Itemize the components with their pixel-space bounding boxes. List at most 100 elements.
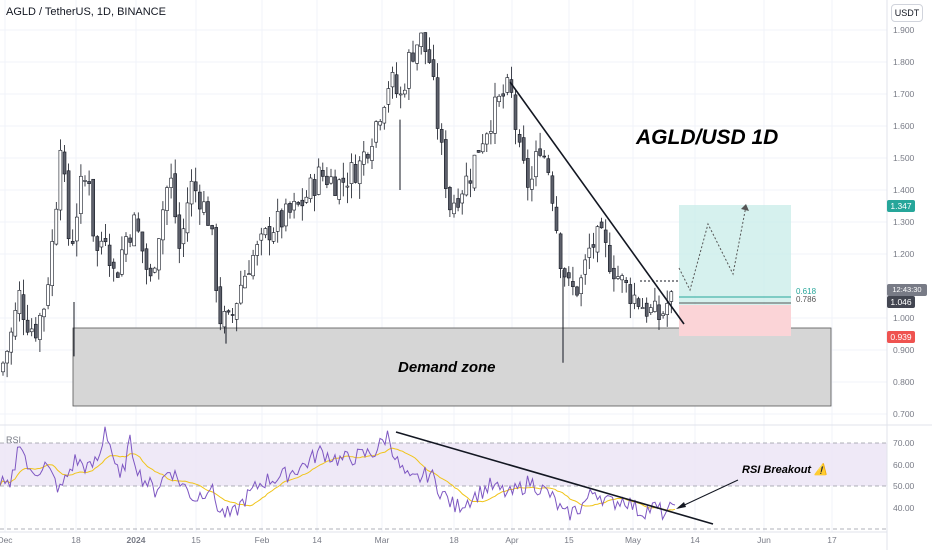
candle-body [189,180,194,205]
candle-body [79,175,83,214]
candle-body [62,151,67,175]
candle-body [587,247,592,258]
candle-body [468,180,473,184]
candle-body [386,88,391,105]
target-zone-box [679,205,791,305]
candle-body [107,244,112,266]
candle-body [558,233,563,269]
candle-body [366,154,370,159]
candle-body [501,93,506,97]
candle-body [378,121,383,126]
candle-body [169,177,173,188]
candle-body [460,193,465,204]
candle-body [17,290,22,315]
candle-body [214,227,218,291]
rsi-axis[interactable]: 70.00 60.00 50.00 40.00 [893,438,915,513]
candle-body [554,206,559,231]
stop-price-tag: 0.939 [887,331,915,343]
price-tick-label: 1.500 [893,153,915,163]
candle-body [29,328,34,333]
candle-body [374,121,378,143]
candle-body [177,214,182,249]
candle-body [542,155,547,158]
candle-body [38,315,42,340]
candle-body [415,44,419,64]
candle-body [13,310,18,337]
candle-body [87,181,91,184]
candle-body [259,233,264,241]
candle-body [562,268,567,278]
candle-body [99,240,104,248]
price-tick-label: 1.000 [893,313,915,323]
time-tick-label: Mar [375,535,390,545]
candle-body [402,89,407,95]
rsi-breakout-label: RSI Breakout ⚠️ [742,464,828,476]
candle-body [111,261,116,269]
candle-body [571,281,575,288]
candle-body [157,238,161,271]
candle-body [95,236,100,251]
candle-body [640,307,645,310]
candle-body [25,319,30,333]
time-tick-label: 14 [312,535,322,545]
candle-body [251,255,255,277]
candle-body [353,164,358,183]
candle-body [333,176,337,196]
time-tick-label: Jun [757,535,771,545]
candle-body [193,181,198,192]
candle-body [398,93,403,96]
candle-body [525,158,530,188]
candle-body [579,277,583,294]
candle-body [456,198,460,208]
candle-body [431,59,436,77]
candle-body [148,267,153,277]
rsi-breakout-arrow [677,479,739,509]
candle-body [320,170,325,177]
fib-label-786: 0.786 [796,295,817,304]
candle-body [382,107,387,124]
currency-button[interactable]: USDT [891,4,923,22]
candle-body [202,201,206,213]
candle-body [616,276,620,279]
candle-body [103,238,108,243]
rsi-tick-label: 50.00 [893,481,915,491]
time-tick-label: May [625,535,642,545]
candle-body [390,72,395,88]
candle-body [124,236,128,255]
candle-body [583,259,588,275]
candles [1,32,674,378]
candle-body [58,149,63,211]
candle-body [255,244,259,256]
price-tick-label: 1.900 [893,25,915,35]
rsi-tick-label: 70.00 [893,438,915,448]
candle-body [21,294,26,320]
symbol-title[interactable]: AGLD / TetherUS, 1D, BINANCE [6,6,166,18]
candle-body [5,351,9,364]
time-axis[interactable]: Dec 18 2024 15 Feb 14 Mar 18 Apr 15 May 14 Jun 17 [0,535,837,545]
candle-body [181,228,186,245]
price-axis[interactable]: 1.900 1.800 1.700 1.600 1.500 1.400 1.300 1.200… [893,25,915,419]
candle-body [120,249,124,275]
candle-body [337,179,342,200]
price-tick-label: 1.300 [893,217,915,227]
candle-body [521,137,526,161]
time-tick-label: 15 [564,535,574,545]
candle-body [206,201,210,226]
candle-body [661,313,665,316]
rsi-indicator-label[interactable]: RSI [6,435,22,445]
candle-body [308,177,313,199]
candle-body [484,133,489,145]
candle-body [530,178,534,190]
rsi-line [0,426,676,521]
candle-body [534,151,538,178]
candle-body [480,143,485,153]
candle-body [54,208,59,245]
candle-body [657,304,661,320]
candle-body [345,185,350,188]
candle-body [1,362,5,373]
time-tick-label: Apr [505,535,518,545]
candle-body [419,32,424,47]
candle-body [595,226,600,253]
candle-body [288,203,292,213]
